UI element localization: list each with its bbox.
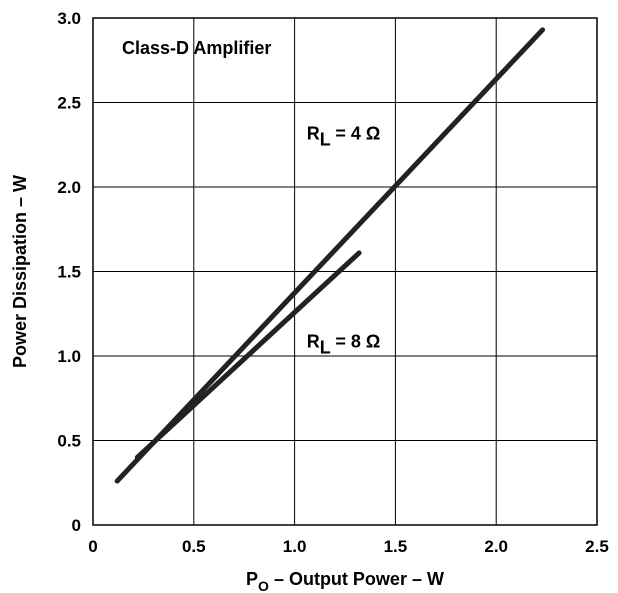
y-tick-label: 1.5 <box>57 263 81 282</box>
y-tick-label: 3.0 <box>57 9 81 28</box>
x-axis-title-rest: – Output Power – W <box>269 569 444 589</box>
x-tick-labels: 0 0.5 1.0 1.5 2.0 2.5 <box>88 537 609 556</box>
y-tick-label: 0.5 <box>57 432 81 451</box>
y-axis-title: Power Dissipation – W <box>10 175 30 368</box>
x-axis-title-sub: O <box>258 578 269 593</box>
series-annotations: RL = 4 ΩRL = 8 Ω <box>307 124 381 358</box>
annotation-rl4-main: R <box>307 124 320 144</box>
series-line-rl4 <box>114 27 546 484</box>
series-line-rl8 <box>134 250 362 460</box>
y-tick-label: 2.0 <box>57 178 81 197</box>
annotation-rl8-main: R <box>307 332 320 352</box>
annotation-rl8-rest: = 8 Ω <box>330 332 380 352</box>
y-tick-label: 0 <box>72 516 81 535</box>
plot-frame <box>92 17 598 526</box>
series-layer <box>114 27 546 484</box>
x-tick-label: 2.0 <box>484 537 508 556</box>
annotation-rl8: RL = 8 Ω <box>307 332 381 358</box>
x-axis-title-main: P <box>246 569 258 589</box>
annotation-rl4: RL = 4 Ω <box>307 124 381 150</box>
annotation-rl4-sub: L <box>320 130 331 150</box>
annotation-rl8-sub: L <box>320 338 331 358</box>
x-tick-label: 2.5 <box>585 537 609 556</box>
annotation-rl4-rest: = 4 Ω <box>330 124 380 144</box>
y-tick-label: 1.0 <box>57 347 81 366</box>
x-tick-label: 1.5 <box>384 537 408 556</box>
x-tick-label: 0 <box>88 537 97 556</box>
y-tick-label: 2.5 <box>57 94 81 113</box>
x-tick-label: 1.0 <box>283 537 307 556</box>
grid-lines <box>92 17 598 526</box>
x-tick-label: 0.5 <box>182 537 206 556</box>
x-axis-title: PO – Output Power – W <box>246 569 444 593</box>
y-tick-labels: 0 0.5 1.0 1.5 2.0 2.5 3.0 <box>57 9 81 535</box>
chart-title: Class-D Amplifier <box>122 38 271 58</box>
